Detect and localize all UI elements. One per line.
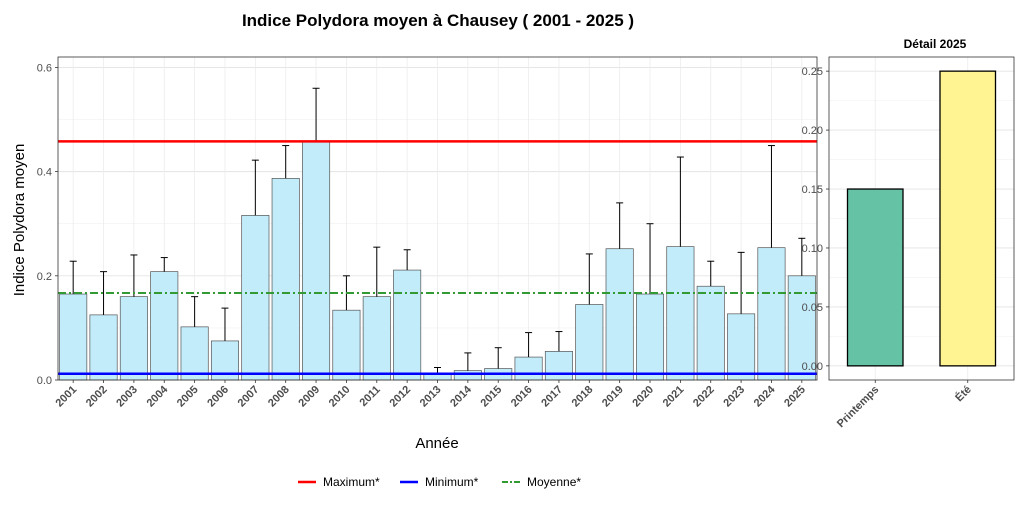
main-bar-2018 [575, 304, 604, 381]
main-bar-2024 [757, 247, 786, 381]
side-x-tick-label: Printemps [835, 384, 882, 431]
side-y-tick-label: 0.00 [802, 361, 823, 373]
legend-label-minimum: Minimum* [425, 475, 479, 489]
main-x-tick-label: 2025 [782, 384, 808, 410]
main-bar-2014 [453, 370, 482, 381]
main-x-tick-label: 2020 [630, 384, 656, 410]
main-y-tick-label: 0.2 [37, 271, 52, 283]
main-x-tick-label: 2008 [266, 384, 292, 410]
main-bar-2003 [119, 296, 148, 381]
main-bar-2019 [605, 248, 634, 381]
legend-label-moyenne: Moyenne* [527, 475, 581, 489]
main-y-axis-label: Indice Polydora moyen [11, 144, 28, 297]
main-bar-2005 [180, 326, 209, 381]
main-x-tick-label: 2022 [691, 384, 717, 410]
legend-label-maximum: Maximum* [323, 475, 380, 489]
main-bar-2002 [89, 314, 118, 381]
side-plot-border [828, 56, 1015, 381]
main-x-tick-label: 2013 [418, 384, 444, 410]
main-bar-2008 [271, 178, 300, 381]
main-x-tick-label: 2014 [448, 383, 474, 409]
main-bar-2022 [696, 285, 725, 381]
side-y-tick-label: 0.20 [802, 125, 823, 137]
main-bar-2020 [636, 293, 665, 381]
main-bar-2017 [544, 350, 573, 381]
main-x-tick-label: 2001 [54, 384, 80, 410]
main-chart-title: Indice Polydora moyen à Chausey ( 2001 -… [242, 11, 634, 30]
main-x-tick-label: 2019 [600, 384, 626, 410]
main-x-tick-label: 2024 [752, 383, 778, 409]
main-bar-2010 [332, 309, 361, 381]
main-bar-2007 [241, 215, 270, 381]
main-x-tick-label: 2011 [358, 384, 383, 409]
main-x-tick-label: 2023 [721, 384, 747, 410]
main-bar-2021 [666, 246, 695, 381]
side-chart-title: Détail 2025 [904, 37, 967, 51]
main-y-tick-label: 0.0 [37, 375, 52, 387]
side-plot-panel: 0.00 0.05 0.10 0.15 0.20 0.25 Printemps Été [802, 56, 1015, 431]
main-bar-2009 [302, 141, 331, 381]
chart-legend: Maximum* Minimum* Moyenne* [298, 475, 581, 489]
main-y-tick-label: 0.4 [37, 167, 52, 179]
main-x-tick-label: 2002 [84, 384, 110, 410]
main-x-tick-label: 2016 [509, 384, 535, 410]
side-y-tick-label: 0.05 [802, 302, 823, 314]
side-x-tick-label: Été [953, 383, 974, 404]
side-y-tick-label: 0.10 [802, 243, 823, 255]
main-x-tick-label: 2007 [236, 384, 262, 410]
main-x-axis-label: Année [415, 435, 458, 452]
main-bar-2023 [727, 313, 756, 381]
main-x-tick-label: 2003 [114, 384, 140, 410]
main-bar-2012 [393, 269, 422, 381]
main-x-tick-label: 2005 [175, 384, 201, 410]
main-bar-2011 [362, 296, 391, 381]
main-x-tick-label: 2006 [205, 384, 231, 410]
side-bar-printemps [846, 188, 904, 367]
main-x-tick-label: 2015 [479, 384, 505, 410]
main-x-tick-label: 2012 [387, 384, 413, 410]
main-x-tick-label: 2021 [661, 384, 687, 410]
main-bar-2004 [150, 271, 179, 381]
main-bar-2001 [59, 293, 88, 381]
side-y-tick-label: 0.15 [802, 184, 823, 196]
main-x-tick-label: 2018 [570, 384, 596, 410]
side-y-tick-label: 0.25 [802, 66, 823, 78]
main-x-tick-label: 2010 [327, 384, 353, 410]
main-x-tick-label: 2004 [145, 383, 171, 409]
main-bar-2016 [514, 356, 543, 381]
side-bar-ete [939, 70, 997, 367]
main-x-tick-label: 2017 [539, 384, 565, 410]
main-plot-panel: 0.0 0.2 0.4 0.6 2001 2002 2003 2004 2005 2006 2007… [37, 56, 818, 410]
main-y-tick-label: 0.6 [37, 62, 52, 74]
main-x-tick-label: 2009 [296, 384, 322, 410]
